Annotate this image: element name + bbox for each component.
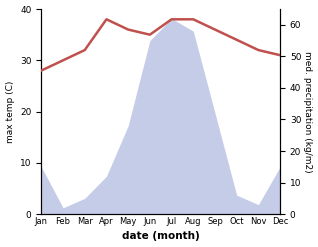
X-axis label: date (month): date (month): [122, 231, 200, 242]
Y-axis label: med. precipitation (kg/m2): med. precipitation (kg/m2): [303, 51, 313, 172]
Y-axis label: max temp (C): max temp (C): [5, 80, 15, 143]
